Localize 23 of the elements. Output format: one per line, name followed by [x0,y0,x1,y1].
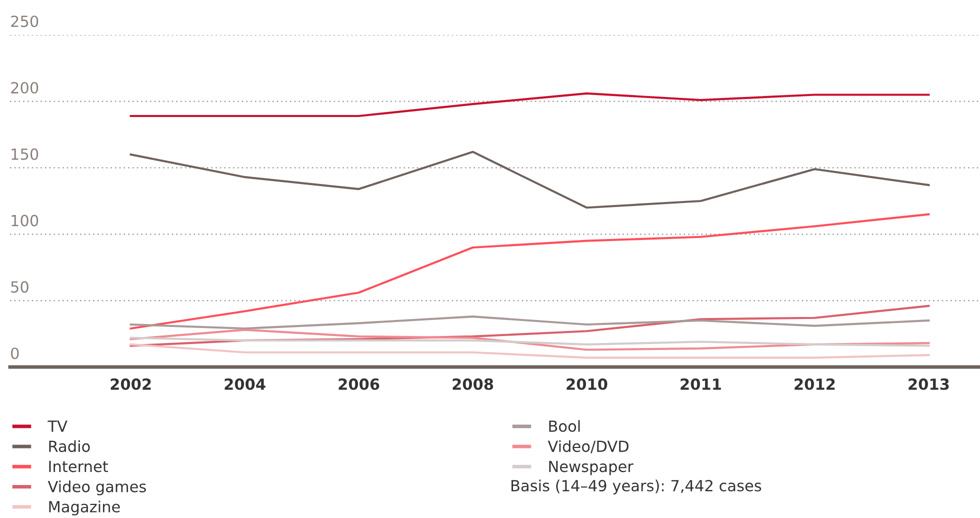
y-tick-label: 150 [12,148,38,160]
x-tick-label: 2013 [908,378,949,390]
x-tick-label: 2012 [794,378,835,390]
x-tick-label: 2002 [110,378,151,390]
legend-label: Video/DVD [548,440,628,454]
legend-label: TV [48,420,68,432]
text: Basis (14–49 years): 7,442 cases [512,480,762,494]
y-tick-label: 100 [12,214,38,226]
x-tick-label: 2008 [452,378,494,390]
y-tick-label: 250 [11,16,38,28]
x-tick-label: 2010 [566,378,608,390]
legend-label: Radio [49,440,90,452]
legend-label: Magazine [49,500,120,516]
y-tick-label: 200 [11,82,38,94]
legend-label: Video games [48,480,146,496]
x-tick-label: 2006 [338,378,380,390]
y-tick-label: 0 [11,348,19,360]
legend-label: Internet [49,460,108,472]
legend-label: Newspaper [549,460,634,476]
x-tick-label: 2011 [680,378,721,390]
x-tick-label: 2004 [224,378,266,390]
y-tick-label: 50 [11,281,28,293]
legend-label: Bool [549,420,580,432]
